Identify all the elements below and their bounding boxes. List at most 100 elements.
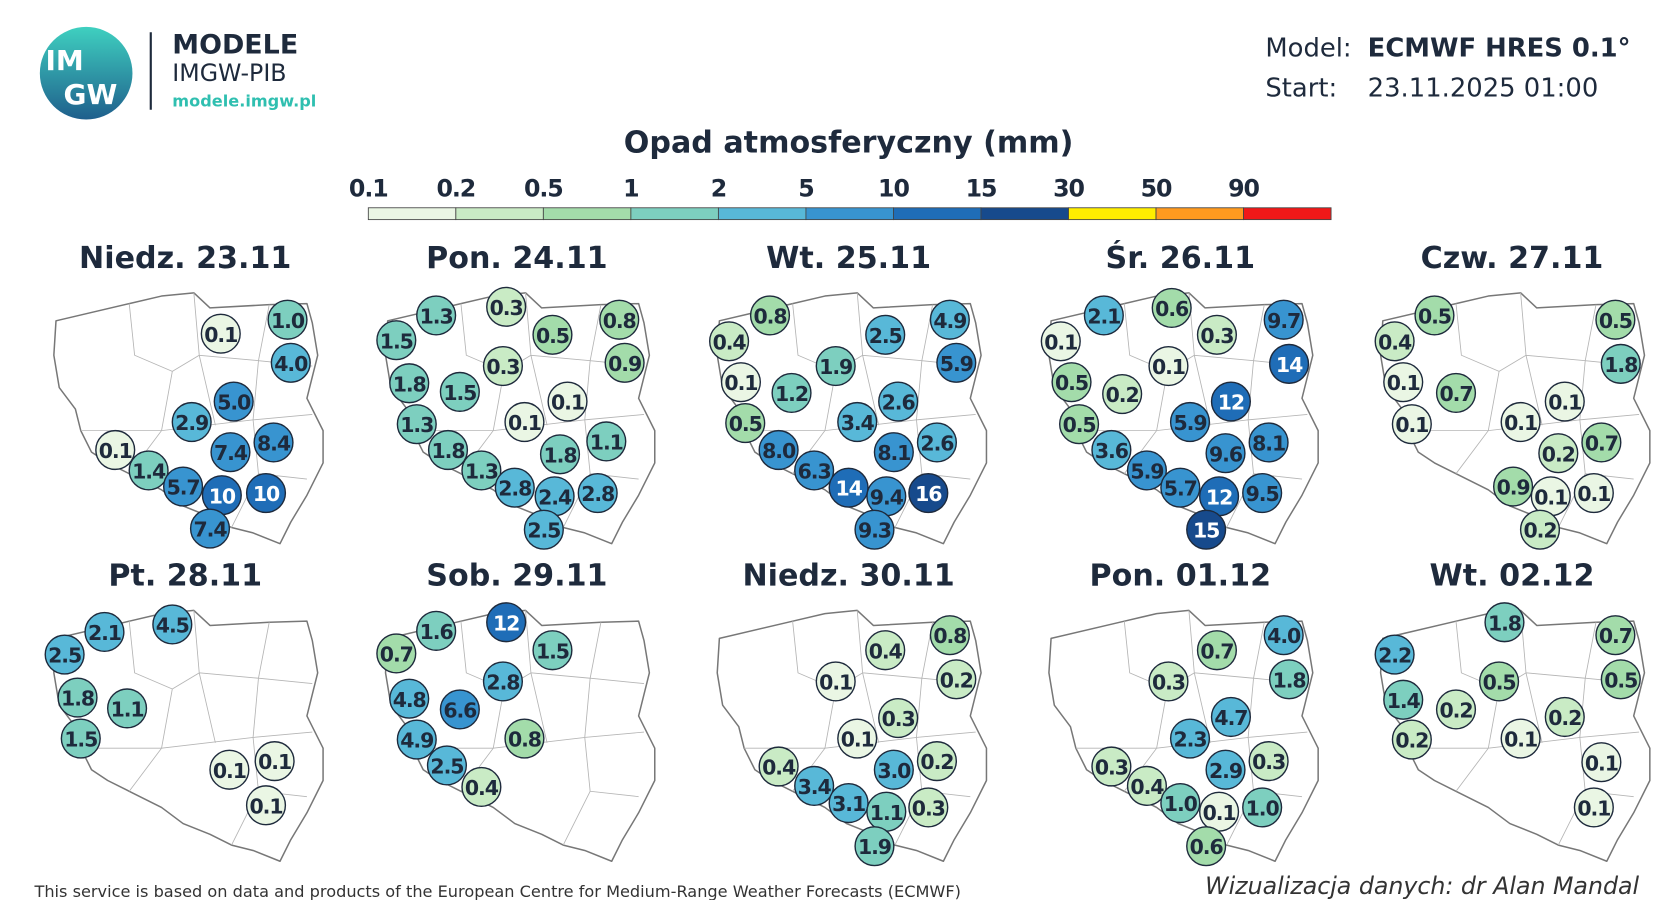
precip-value: 5.9 (1130, 460, 1163, 484)
start-value: 23.11.2025 01:00 (1368, 73, 1599, 103)
panel-title: Czw. 27.11 (1421, 241, 1604, 276)
precip-bubble (865, 630, 906, 671)
precip-bubble (396, 719, 437, 760)
precip-bubble (1581, 422, 1622, 463)
precip-value: 0.1 (551, 391, 584, 415)
precip-bubble (416, 610, 457, 651)
precip-bubble (1205, 433, 1246, 474)
legend-swatch (893, 207, 982, 221)
precip-value: 1.3 (420, 305, 453, 329)
precip-value: 2.4 (538, 485, 572, 509)
precip-value: 4.9 (933, 309, 966, 333)
legend-label: 30 (1053, 174, 1084, 202)
precip-value: 0.5 (729, 412, 762, 436)
precip-value: 14 (1276, 353, 1303, 377)
precip-value: 0.3 (1252, 750, 1285, 774)
precip-value: 0.6 (1190, 835, 1224, 859)
precip-bubble (482, 345, 524, 387)
precip-bubble (1263, 615, 1304, 656)
panels: Niedz. 23.110.11.04.05.02.97.4 8.40.11.45… (44, 239, 1651, 867)
precip-value: 0.1 (1577, 482, 1610, 506)
precip-bubble (815, 661, 856, 702)
precip-bubble (504, 718, 545, 759)
precip-value: 0.7 (1599, 624, 1632, 648)
precip-value: 9.3 (858, 519, 891, 543)
logo: IM GW (39, 26, 152, 120)
legend: 0.1 0.2 0.5 1 2 5 10 15 30 50 90 (349, 174, 1332, 221)
panel: Pon. 01.120.74.01.80.34.72.32.9 0.30.30.4… (1048, 558, 1319, 867)
precip-value: 0.7 (1585, 432, 1618, 456)
precip-bubble (1186, 509, 1227, 550)
precip-bubble (95, 429, 136, 471)
legend-swatch (1068, 207, 1157, 221)
precip-bubble (1248, 422, 1289, 463)
precip-bubble (1538, 433, 1579, 474)
precip-bubble (1544, 381, 1585, 422)
panel: Pon. 24.11 1.3 0.3 1.5 0.5 0.8 0.3 0.9 1.8 1.5 0.1… (376, 241, 656, 550)
precip-bubble (936, 342, 977, 383)
precip-bubble (376, 633, 417, 674)
precip-value: 8.4 (257, 432, 291, 456)
precip-value: 1.5 (64, 728, 97, 752)
precip-value: 8.1 (1252, 432, 1285, 456)
precip-bubble (1083, 295, 1124, 336)
precip-bubble (426, 745, 468, 786)
precip-bubble (57, 677, 98, 718)
precip-value: 0.1 (1203, 801, 1236, 825)
precip-bubble (1383, 362, 1424, 403)
precip-value: 0.5 (1418, 305, 1451, 329)
precip-value: 4.0 (274, 352, 308, 376)
precip-value: 0.5 (1599, 309, 1632, 333)
panel: Sob. 29.11 12 1.6 0.7 1.5 2.8 4.8 6.6 0.8 4.92.50… (376, 558, 656, 862)
precip-bubble (758, 746, 799, 787)
precip-value: 4.8 (393, 688, 426, 712)
precip-bubble (1484, 602, 1525, 643)
precip-value: 2.5 (430, 755, 463, 779)
precip-bubble (725, 403, 766, 444)
precip-bubble (837, 401, 878, 443)
panel-title: Pt. 28.11 (108, 558, 262, 593)
precip-value: 0.4 (1378, 330, 1412, 354)
precip-bubble (1391, 719, 1432, 760)
precip-value: 0.3 (490, 296, 523, 320)
precip-bubble (837, 718, 878, 759)
precip-value: 2.6 (882, 391, 916, 415)
panel: Wt. 25.11 0.8 0.4 2.5 4.9 1.9 5.9 0.1 1.2 2.6 3.4 0… (708, 241, 988, 550)
precip-value: 12 (493, 611, 519, 635)
precip-value: 0.1 (1504, 728, 1537, 752)
precip-value: 0.4 (762, 756, 796, 780)
precip-value: 6.3 (798, 460, 831, 484)
brand: MODELE (172, 30, 298, 61)
precip-bubble (865, 314, 906, 355)
precip-value: 9.7 (1267, 309, 1300, 333)
precip-bubble (599, 299, 640, 340)
precip-value: 0.5 (536, 324, 569, 348)
precip-value: 0.1 (1504, 411, 1537, 435)
precip-value: 8.1 (877, 441, 910, 465)
legend-label: 0.2 (436, 174, 475, 202)
precip-bubble (1169, 718, 1211, 759)
precip-bubble (245, 472, 287, 514)
precip-bubble (427, 429, 469, 471)
precip-value: 2.1 (88, 621, 121, 645)
precip-bubble (213, 381, 254, 422)
precip-value: 0.7 (1440, 382, 1473, 406)
precip-value: 2.1 (1087, 305, 1120, 329)
precip-value: 1.1 (870, 801, 903, 825)
precip-value: 1.3 (465, 460, 498, 484)
precip-bubble (210, 432, 251, 473)
precip-value: 12 (1206, 485, 1232, 509)
precip-value: 0.5 (1055, 371, 1088, 395)
precip-bubble (1186, 826, 1227, 867)
precip-bubble (1126, 765, 1168, 806)
precip-value: 3.4 (841, 411, 875, 435)
source-note: This service is based on data and produc… (33, 882, 960, 900)
precip-bubble (461, 766, 502, 808)
precip-bubble (604, 342, 645, 383)
panel-title: Niedz. 23.11 (79, 241, 291, 276)
precip-bubble (1091, 429, 1132, 471)
precip-value: 0.5 (1483, 671, 1516, 695)
legend-swatch (1243, 207, 1332, 221)
precip-value: 4.5 (156, 613, 189, 637)
